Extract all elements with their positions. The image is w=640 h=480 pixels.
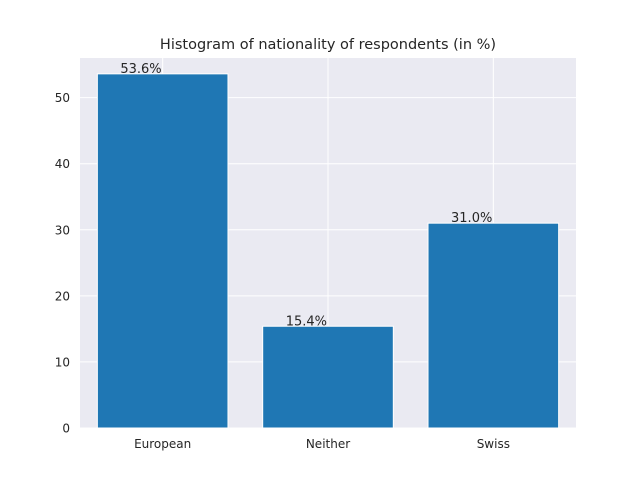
- bar-neither: [262, 325, 394, 429]
- y-tick-label: 20: [55, 289, 70, 303]
- bar-european: [96, 73, 229, 429]
- bar-value-label: 15.4%: [286, 314, 327, 329]
- bars: [96, 73, 560, 429]
- y-tick-label: 40: [55, 157, 70, 171]
- bar-value-label: 31.0%: [451, 211, 492, 226]
- y-tick-label: 10: [55, 355, 70, 369]
- y-tick-label: 0: [62, 422, 70, 436]
- y-axis-ticks: 0 10 20 30 40 50: [55, 91, 70, 435]
- y-tick-label: 30: [55, 223, 70, 237]
- x-tick-label: Neither: [306, 437, 350, 451]
- x-tick-label: European: [134, 437, 191, 451]
- bar-value-labels: 53.6% 15.4% 31.0%: [120, 62, 492, 329]
- y-tick-label: 50: [55, 91, 70, 105]
- bar-swiss: [427, 222, 560, 429]
- x-axis-ticks: European Neither Swiss: [134, 437, 510, 451]
- x-tick-label: Swiss: [477, 437, 510, 451]
- bar-value-label: 53.6%: [120, 62, 161, 77]
- chart-title: Histogram of nationality of respondents …: [160, 37, 496, 53]
